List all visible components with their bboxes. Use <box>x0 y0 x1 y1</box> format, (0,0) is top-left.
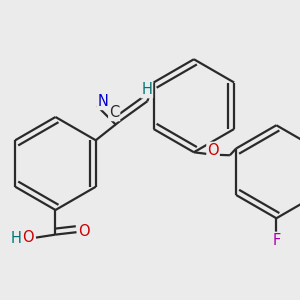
Text: O: O <box>79 224 90 239</box>
Text: H: H <box>11 231 22 246</box>
Text: F: F <box>272 233 281 248</box>
Text: C: C <box>109 105 119 120</box>
Text: O: O <box>207 143 219 158</box>
Text: O: O <box>22 230 33 244</box>
Text: N: N <box>97 94 108 109</box>
Text: H: H <box>141 82 152 97</box>
